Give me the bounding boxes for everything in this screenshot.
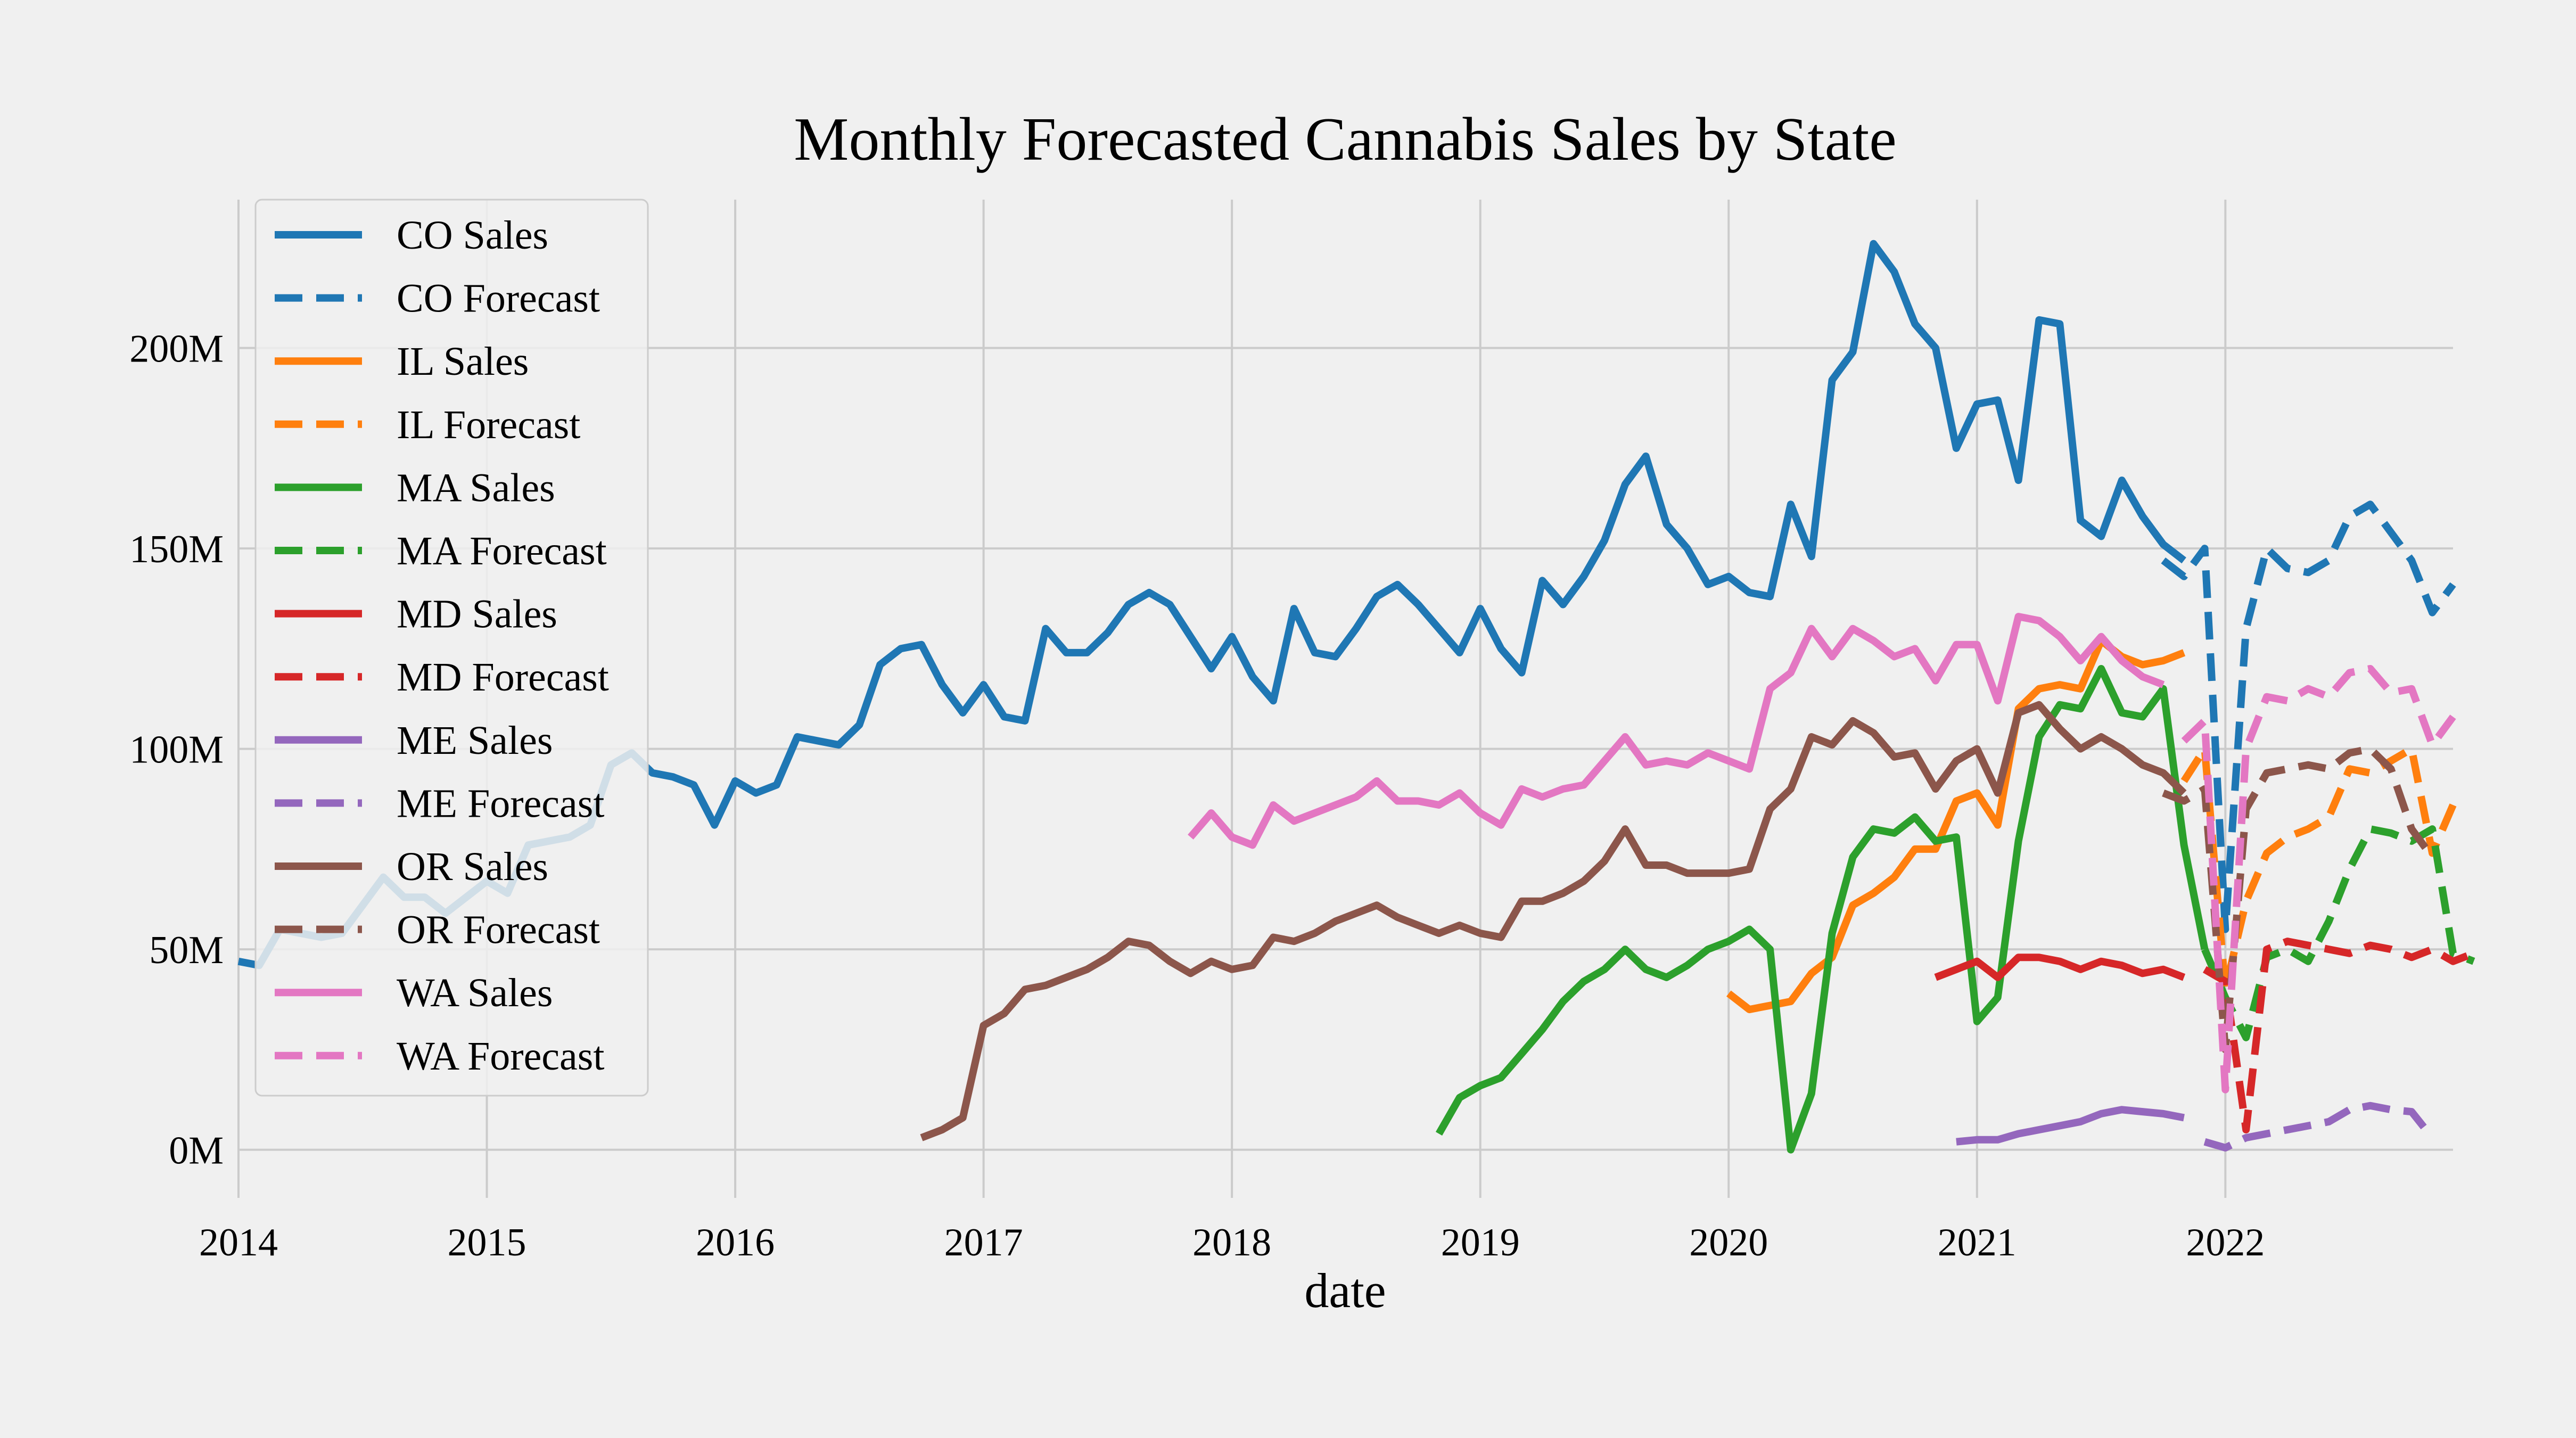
series-line-ma-forecast: [2201, 825, 2475, 1041]
legend-label: OR Forecast: [397, 908, 600, 952]
legend-label: ME Forecast: [397, 781, 604, 826]
series-line-md-forecast: [2202, 938, 2475, 1133]
series-line-co-forecast: [2161, 500, 2456, 933]
y-tick-label: 0M: [169, 1129, 224, 1173]
series-line-wa-sales: [1188, 613, 2165, 849]
series-line-me-sales: [1956, 1106, 2185, 1146]
legend-label: OR Sales: [397, 844, 548, 889]
series-line-md-sales: [1934, 954, 2186, 981]
x-tick-label: 2020: [1689, 1221, 1768, 1264]
legend-label: IL Forecast: [397, 402, 580, 447]
legend-label: MA Sales: [397, 465, 555, 510]
legend-label: WA Forecast: [397, 1034, 604, 1079]
legend-label: ME Sales: [397, 718, 553, 763]
x-tick-label: 2019: [1441, 1221, 1520, 1264]
legend-label: MD Forecast: [397, 655, 609, 700]
legend-label: IL Sales: [397, 339, 529, 384]
legend-label: CO Sales: [397, 213, 548, 258]
legend-label: WA Sales: [397, 971, 553, 1015]
y-tick-label: 50M: [149, 928, 224, 972]
tick-labels: 2014 2015 2016 2017 2018 2019 2020 2021 2022 0M 50…: [129, 327, 2265, 1264]
y-tick-label: 200M: [129, 327, 224, 371]
legend-box: [254, 199, 649, 1097]
x-tick-label: 2021: [1938, 1221, 2017, 1264]
x-tick-label: 2022: [2186, 1221, 2265, 1264]
legend-label: MD Sales: [397, 592, 557, 637]
x-axis-label: date: [1304, 1263, 1386, 1318]
legend-label: CO Forecast: [397, 276, 600, 321]
chart-title: Monthly Forecasted Cannabis Sales by Sta…: [794, 105, 1897, 174]
series-line-or-sales: [920, 701, 2187, 1141]
legend: CO Sales CO Forecast IL Sales IL Forecast MA…: [254, 199, 649, 1097]
series-line-ma-sales: [1435, 665, 2209, 1154]
y-tick-label: 150M: [129, 528, 224, 571]
y-tick-label: 100M: [129, 728, 224, 772]
x-tick-label: 2018: [1192, 1221, 1271, 1264]
x-tick-label: 2016: [696, 1221, 775, 1264]
series-line-wa-forecast: [2181, 665, 2456, 1094]
legend-label: MA Forecast: [397, 529, 607, 573]
x-tick-label: 2017: [944, 1221, 1023, 1264]
x-tick-label: 2014: [199, 1221, 278, 1264]
grid: [237, 200, 2453, 1198]
x-tick-label: 2015: [448, 1221, 526, 1264]
